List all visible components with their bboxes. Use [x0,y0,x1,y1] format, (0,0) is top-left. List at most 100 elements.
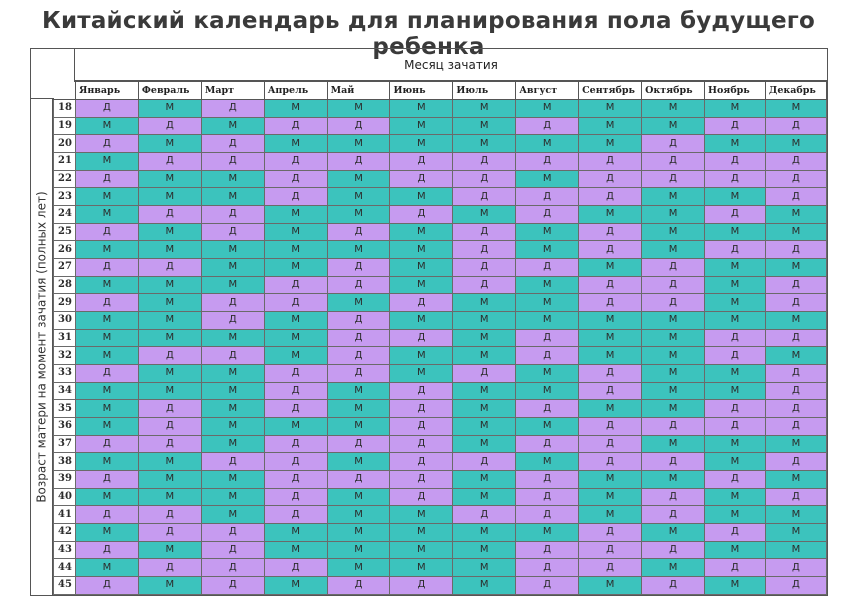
girl-cell: Д [137,116,202,136]
girl-cell: Д [200,99,265,118]
boy-cell: М [326,293,391,313]
boy-cell: М [137,187,202,207]
age-cell: 43 [53,540,76,560]
boy-cell: М [200,187,265,207]
girl-cell: Д [704,152,766,171]
girl-cell: Д [389,434,454,454]
girl-cell: Д [515,187,580,207]
boy-cell: М [263,205,328,224]
boy-cell: М [578,311,643,330]
boy-cell: М [452,558,517,578]
girl-cell: Д [641,505,705,525]
boy-cell: М [389,134,454,154]
boy-cell: М [578,134,643,154]
month-header-cell: Июль [452,81,517,100]
girl-cell: Д [515,205,580,224]
age-cell: 37 [53,434,76,454]
girl-cell: Д [263,293,328,313]
boy-cell: М [452,523,517,542]
boy-cell: М [74,381,139,401]
girl-cell: Д [74,293,139,313]
boy-cell: М [389,240,454,260]
age-cell: 42 [53,523,76,542]
girl-cell: Д [764,417,828,436]
girl-cell: Д [578,275,643,295]
boy-cell: М [704,381,766,401]
boy-cell: М [200,169,265,189]
girl-cell: Д [389,452,454,472]
boy-cell: М [641,558,705,578]
boy-cell: М [200,364,265,383]
age-cell: 36 [53,417,76,436]
boy-cell: М [137,328,202,348]
boy-cell: М [515,311,580,330]
boy-cell: М [263,576,328,595]
boy-cell: М [137,364,202,383]
table-row: 43 Д М Д М М М М Д Д Д М М [53,540,828,560]
boy-cell: М [704,99,766,118]
girl-cell: Д [515,558,580,578]
girl-cell: Д [641,275,705,295]
girl-cell: Д [515,576,580,595]
girl-cell: Д [452,240,517,260]
boy-cell: М [74,487,139,507]
girl-cell: Д [515,434,580,454]
girl-cell: Д [263,399,328,419]
table-row: 21 М Д Д Д Д Д Д Д Д Д Д Д [53,152,828,171]
boy-cell: М [515,452,580,472]
girl-cell: Д [263,558,328,578]
page-title: Китайский календарь для планирования пол… [41,8,816,60]
boy-cell: М [452,346,517,366]
boy-cell: М [764,540,828,560]
age-cell: 25 [53,222,76,242]
girl-cell: Д [137,417,202,436]
month-header-cell: Март [200,81,265,100]
girl-cell: Д [263,116,328,136]
age-cell: 44 [53,558,76,578]
age-cell: 31 [53,328,76,348]
boy-cell: М [578,328,643,348]
girl-cell: Д [137,558,202,578]
boy-cell: М [263,134,328,154]
girl-cell: Д [200,293,265,313]
boy-cell: М [326,540,391,560]
boy-cell: М [389,222,454,242]
girl-cell: Д [764,381,828,401]
table-row: 28 М М М Д Д М Д М Д Д М Д [53,275,828,295]
boy-cell: М [641,523,705,542]
table-row: 23 М М М Д М М Д Д Д М М Д [53,187,828,207]
girl-cell: Д [200,134,265,154]
girl-cell: Д [263,434,328,454]
age-cell: 19 [53,116,76,136]
girl-cell: Д [263,505,328,525]
boy-cell: М [326,99,391,118]
table-row: 38 М М Д Д М Д Д М Д Д М Д [53,452,828,472]
month-header-cell: Февраль [137,81,202,100]
boy-cell: М [137,576,202,595]
age-cell: 26 [53,240,76,260]
boy-cell: М [515,134,580,154]
girl-cell: Д [74,505,139,525]
girl-cell: Д [326,470,391,489]
boy-cell: М [515,381,580,401]
boy-cell: М [200,328,265,348]
girl-cell: Д [137,434,202,454]
boy-cell: М [137,169,202,189]
boy-cell: М [137,381,202,401]
girl-cell: Д [515,487,580,507]
boy-cell: М [137,275,202,295]
girl-cell: Д [74,258,139,277]
girl-cell: Д [578,558,643,578]
boy-cell: М [452,311,517,330]
girl-cell: Д [452,222,517,242]
boy-cell: М [326,523,391,542]
girl-cell: Д [515,470,580,489]
boy-cell: М [764,505,828,525]
girl-cell: Д [74,576,139,595]
boy-cell: М [389,364,454,383]
boy-cell: М [704,576,766,595]
boy-cell: М [326,240,391,260]
boy-cell: М [326,487,391,507]
boy-cell: М [578,576,643,595]
girl-cell: Д [74,470,139,489]
